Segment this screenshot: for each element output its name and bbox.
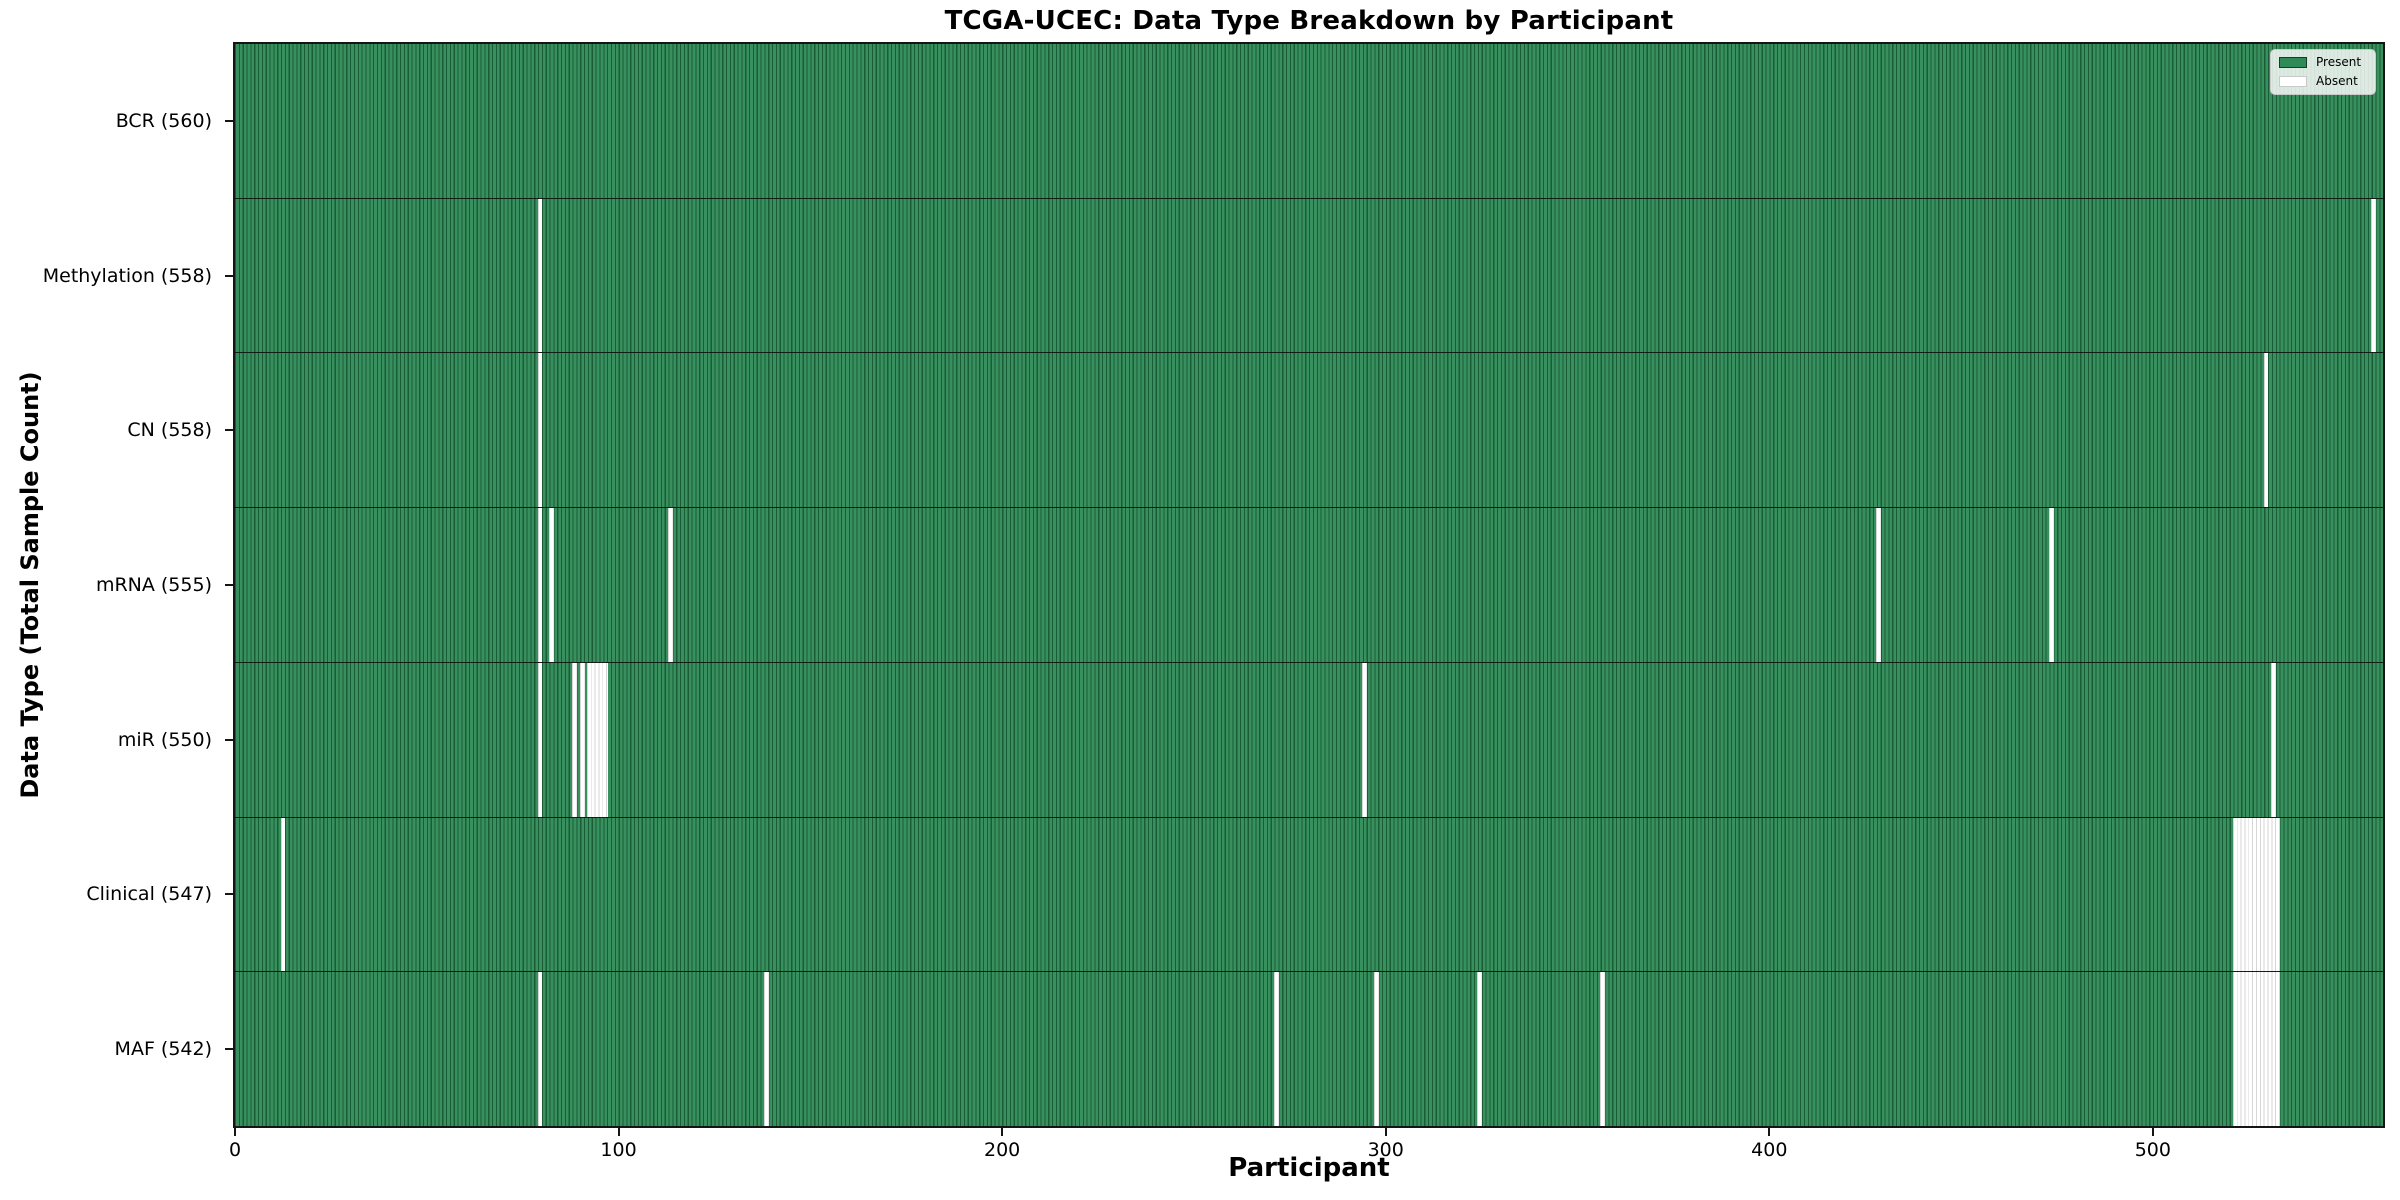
absent-gap <box>2370 198 2376 353</box>
absent-gap <box>1876 508 1881 662</box>
absent-swatch-icon <box>2279 76 2307 87</box>
legend-label-present: Present <box>2316 55 2362 69</box>
chart-title: TCGA-UCEC: Data Type Breakdown by Partic… <box>944 6 1674 36</box>
y-tick-label: Methylation (558) <box>42 264 212 287</box>
y-tick-mark <box>225 274 233 277</box>
y-tick-mark <box>225 738 233 741</box>
y-tick-label: mRNA (555) <box>95 574 212 596</box>
absent-gap <box>280 817 286 972</box>
absent-gap <box>2232 972 2280 1127</box>
legend: Present Absent <box>2270 49 2376 95</box>
present-swatch-icon <box>2279 57 2307 68</box>
row-Clinical <box>235 817 2383 973</box>
absent-gap <box>537 508 543 662</box>
x-tick-label: 0 <box>228 1139 242 1161</box>
absent-gap <box>1273 972 1279 1127</box>
x-tick-label: 300 <box>1367 1139 1404 1161</box>
x-axis: 0 100 200 300 400 500 <box>229 1128 2385 1188</box>
absent-gap <box>549 508 554 662</box>
absent-gap <box>667 508 673 662</box>
row-container <box>235 44 2383 1127</box>
x-tick-mark <box>1768 1128 1771 1136</box>
x-tick-mark <box>1001 1128 1004 1136</box>
y-tick-label: miR (550) <box>117 728 212 751</box>
absent-gap <box>2271 662 2277 817</box>
plot-area: Present Absent <box>233 42 2385 1128</box>
absent-gap <box>537 353 543 508</box>
y-tick-mark <box>225 429 233 432</box>
y-tick-mark <box>225 893 233 896</box>
y-axis: BCR (560) Methylation (558) CN (558) mRNA (… <box>0 42 233 1128</box>
y-tick-label: MAF (542) <box>114 1037 212 1060</box>
x-tick-label: 200 <box>984 1139 1021 1161</box>
row-CN <box>235 353 2383 509</box>
legend-entry-present: Present <box>2279 56 2367 69</box>
row-BCR <box>235 44 2383 199</box>
absent-gap <box>587 662 608 817</box>
y-tick-label: CN (558) <box>127 419 212 442</box>
x-tick-mark <box>1384 1128 1387 1136</box>
absent-gap <box>537 662 543 817</box>
absent-gap <box>1373 972 1379 1127</box>
legend-entry-absent: Absent <box>2279 75 2367 88</box>
y-tick-label: Clinical (547) <box>86 883 212 906</box>
x-tick-mark <box>234 1128 236 1136</box>
x-tick-label: 500 <box>2134 1139 2171 1161</box>
y-tick-label: BCR (560) <box>115 110 212 133</box>
absent-gap <box>2048 508 2054 662</box>
legend-label-absent: Absent <box>2316 74 2358 88</box>
x-tick-mark <box>2151 1128 2154 1136</box>
row-miR <box>235 662 2383 818</box>
absent-gap <box>537 972 543 1127</box>
absent-gap <box>579 662 585 817</box>
y-tick-mark <box>225 584 233 586</box>
x-tick-label: 400 <box>1751 1139 1788 1161</box>
absent-gap <box>572 662 577 817</box>
x-tick-mark <box>617 1128 620 1136</box>
absent-gap <box>763 972 769 1127</box>
absent-gap <box>1600 972 1605 1127</box>
x-axis-label: Participant <box>1228 1153 1390 1183</box>
row-MAF <box>235 972 2383 1127</box>
y-tick-mark <box>225 1047 233 1050</box>
row-mRNA <box>235 508 2383 663</box>
x-tick-label: 100 <box>600 1139 637 1161</box>
row-Methylation <box>235 198 2383 354</box>
absent-gap <box>1477 972 1483 1127</box>
y-tick-mark <box>225 120 233 123</box>
absent-gap <box>2232 817 2280 972</box>
absent-gap <box>1362 662 1368 817</box>
absent-gap <box>537 198 543 353</box>
absent-gap <box>2263 353 2269 508</box>
